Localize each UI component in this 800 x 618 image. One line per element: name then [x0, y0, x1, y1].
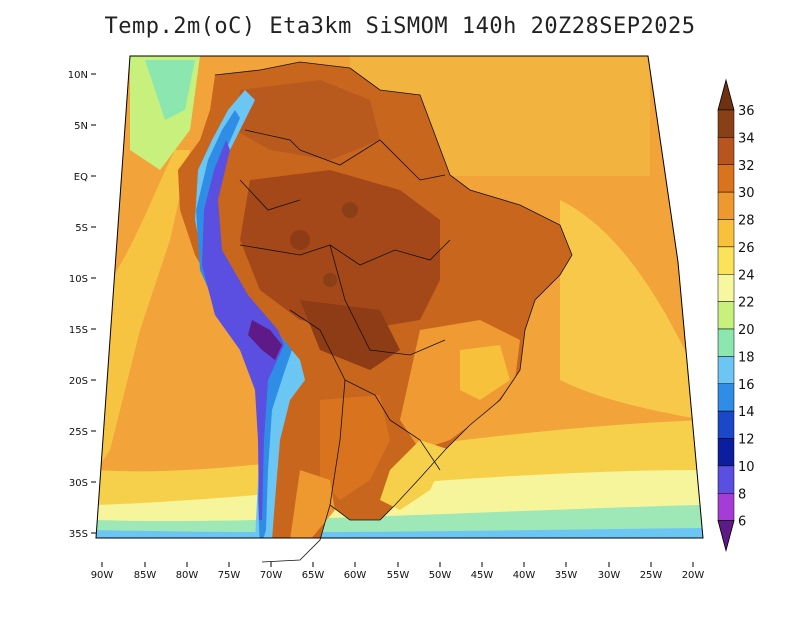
- lon-tick: 30W: [598, 562, 621, 581]
- colorbar-label: 20: [738, 323, 755, 338]
- colorbar-top-arrow: [717, 78, 735, 111]
- colorbar-segment: [717, 410, 735, 439]
- colorbar-label: 18: [738, 350, 755, 365]
- colorbar-segment: [717, 465, 735, 494]
- svg-text:80W: 80W: [176, 570, 199, 581]
- colorbar-label: 8: [738, 487, 746, 502]
- colorbar-segment: [717, 438, 735, 467]
- lon-tick: 65W: [302, 562, 325, 581]
- svg-text:20W: 20W: [682, 570, 705, 581]
- temperature-field: [96, 56, 703, 538]
- colorbar-label: 36: [738, 104, 755, 119]
- svg-text:30S: 30S: [69, 478, 88, 489]
- lat-tick: 10S: [69, 274, 96, 285]
- country-borders: [214, 61, 573, 563]
- colorbar-segment: [717, 328, 735, 357]
- colorbar-label: 22: [738, 296, 755, 311]
- temperature-colorbar: 36 34 32 30 28 26 24 22 20 18 16 14 12 10 8 6: [717, 78, 755, 553]
- svg-text:10S: 10S: [69, 274, 88, 285]
- colorbar-label: 6: [738, 515, 746, 530]
- lat-tick: 30S: [69, 478, 96, 489]
- svg-text:30W: 30W: [598, 570, 621, 581]
- lon-tick: 60W: [344, 562, 367, 581]
- longitude-axis: 90W 85W 80W 75W 70W 65W 60W 55W 50W 45W …: [91, 562, 705, 581]
- colorbar-segment: [717, 164, 735, 193]
- lat-tick: 20S: [69, 376, 96, 387]
- map-title: Temp.2m(oC) Eta3km SiSMOM 140h 20Z28SEP2…: [104, 14, 696, 39]
- lon-tick: 85W: [134, 562, 157, 581]
- colorbar-segment: [717, 219, 735, 248]
- colorbar-label: 10: [738, 460, 755, 475]
- colorbar-label: 12: [738, 433, 755, 448]
- colorbar-segment: [717, 356, 735, 384]
- colorbar-label: 14: [738, 405, 755, 420]
- svg-text:EQ: EQ: [74, 172, 88, 183]
- svg-text:5N: 5N: [74, 121, 88, 132]
- lon-tick: 70W: [260, 562, 283, 581]
- svg-text:25S: 25S: [69, 427, 88, 438]
- lat-tick: 5N: [74, 121, 96, 132]
- svg-text:90W: 90W: [91, 570, 114, 581]
- colorbar-label: 30: [738, 186, 755, 201]
- lon-tick: 55W: [387, 562, 410, 581]
- colorbar-segment: [717, 301, 735, 330]
- colorbar-segment: [717, 383, 735, 412]
- lat-tick: EQ: [74, 172, 96, 183]
- svg-text:50W: 50W: [429, 570, 452, 581]
- lon-tick: 90W: [91, 562, 114, 581]
- lon-tick: 25W: [640, 562, 663, 581]
- svg-text:75W: 75W: [218, 570, 241, 581]
- svg-text:55W: 55W: [387, 570, 410, 581]
- map-frame: [95, 55, 704, 539]
- svg-text:60W: 60W: [344, 570, 367, 581]
- lat-tick: 35S: [69, 529, 96, 540]
- lon-tick: 35W: [555, 562, 578, 581]
- colorbar-label: 24: [738, 268, 755, 283]
- colorbar-segment: [717, 246, 735, 275]
- colorbar-segment: [717, 109, 735, 138]
- colorbar-segment: [717, 137, 735, 165]
- lat-tick: 15S: [69, 325, 96, 336]
- colorbar-label: 32: [738, 159, 755, 174]
- svg-text:40W: 40W: [513, 570, 536, 581]
- svg-text:15S: 15S: [69, 325, 88, 336]
- colorbar-segment: [717, 191, 735, 220]
- lon-tick: 80W: [176, 562, 199, 581]
- colorbar-label: 26: [738, 241, 755, 256]
- colorbar-label: 16: [738, 378, 755, 393]
- svg-text:45W: 45W: [471, 570, 494, 581]
- lon-tick: 20W: [682, 562, 705, 581]
- svg-text:10N: 10N: [68, 70, 88, 81]
- svg-text:65W: 65W: [302, 570, 325, 581]
- svg-text:5S: 5S: [75, 223, 88, 234]
- lat-tick: 25S: [69, 427, 96, 438]
- lon-tick: 50W: [429, 562, 452, 581]
- lat-tick: 5S: [75, 223, 96, 234]
- svg-text:85W: 85W: [134, 570, 157, 581]
- svg-text:25W: 25W: [640, 570, 663, 581]
- lon-tick: 40W: [513, 562, 536, 581]
- colorbar-segment: [717, 274, 735, 302]
- colorbar-label: 28: [738, 214, 755, 229]
- colorbar-label: 34: [738, 131, 755, 146]
- latitude-axis: 10N 5N EQ 5S 10S 15S 20S 25S 30S 35S: [68, 70, 96, 540]
- lat-tick: 10N: [68, 70, 96, 81]
- svg-text:35W: 35W: [555, 570, 578, 581]
- colorbar-bottom-arrow: [717, 520, 735, 553]
- lon-tick: 45W: [471, 562, 494, 581]
- colorbar-segment: [717, 493, 735, 521]
- svg-text:70W: 70W: [260, 570, 283, 581]
- lon-tick: 75W: [218, 562, 241, 581]
- svg-text:20S: 20S: [69, 376, 88, 387]
- svg-text:35S: 35S: [69, 529, 88, 540]
